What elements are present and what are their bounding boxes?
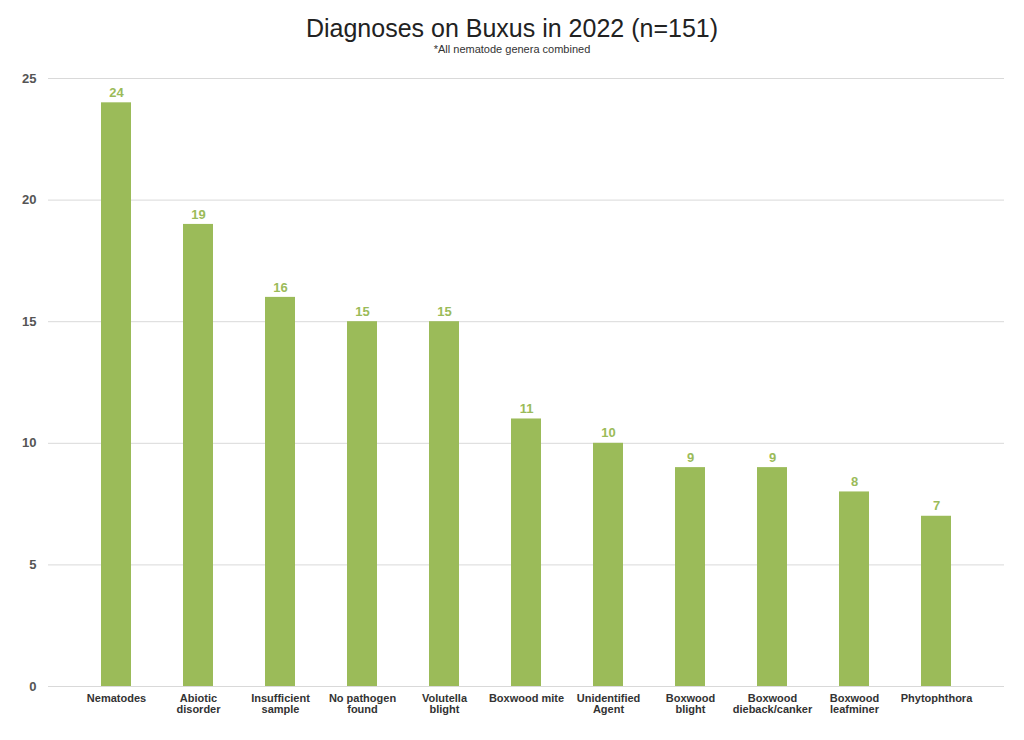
svg-text:Boxwooddieback/canker: Boxwooddieback/canker [733,692,813,715]
svg-text:Boxwoodblight: Boxwoodblight [666,692,716,715]
svg-text:20: 20 [22,192,36,207]
svg-text:Phytophthora: Phytophthora [901,692,973,704]
svg-text:Volutellablight: Volutellablight [422,692,468,715]
svg-text:24: 24 [109,85,124,100]
svg-text:Nematodes: Nematodes [87,692,146,704]
html-text:Diagnoses on Buxus in 2022 (n=: Diagnoses on Buxus in 2022 (n=151) [306,14,718,42]
svg-text:15: 15 [22,314,36,329]
svg-text:No pathogenfound: No pathogenfound [329,692,396,715]
svg-text:0: 0 [29,679,36,694]
svg-text:9: 9 [687,450,694,465]
svg-text:15: 15 [437,304,451,319]
svg-text:8: 8 [851,474,858,489]
svg-text:10: 10 [22,435,36,450]
svg-text:19: 19 [191,207,205,222]
svg-text:Boxwoodleafminer: Boxwoodleafminer [830,692,880,715]
svg-text:UnidentifiedAgent: UnidentifiedAgent [577,692,641,715]
svg-text:5: 5 [29,557,36,572]
svg-text:10: 10 [601,425,615,440]
svg-text:Insufficientsample: Insufficientsample [251,692,310,715]
svg-text:15: 15 [355,304,369,319]
svg-text:9: 9 [769,450,776,465]
svg-text:16: 16 [273,280,287,295]
html-text:*All nematode genera combined: *All nematode genera combined [433,43,591,55]
svg-text:7: 7 [933,498,940,513]
svg-text:Abioticdisorder: Abioticdisorder [176,692,221,715]
svg-text:11: 11 [520,401,534,416]
svg-text:25: 25 [22,71,36,86]
svg-text:Boxwood mite: Boxwood mite [489,692,564,704]
